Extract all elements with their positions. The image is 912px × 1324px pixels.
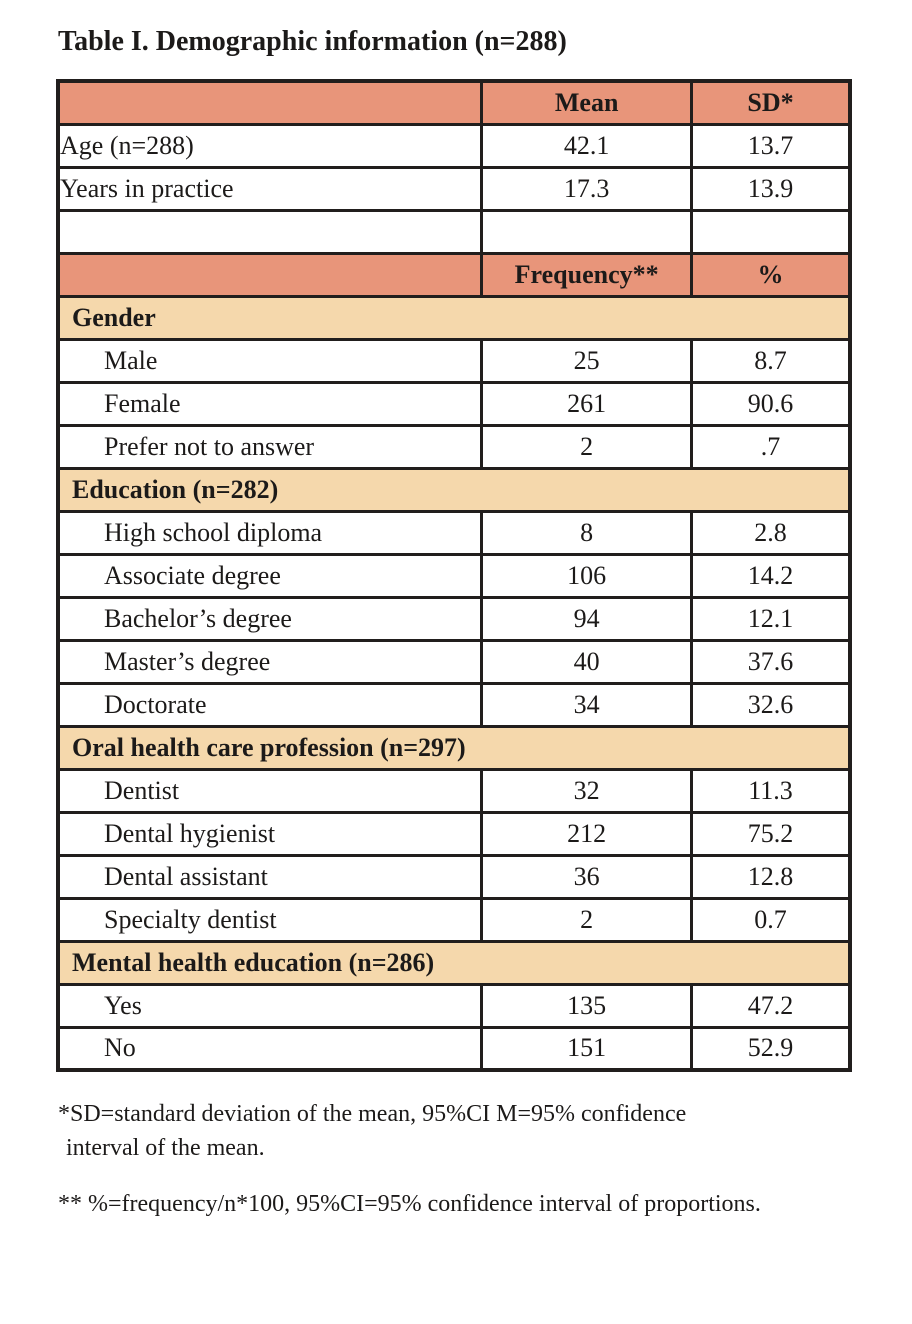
table-row: Associate degree 106 14.2 [56, 552, 852, 599]
cell-percent: 11.3 [690, 767, 852, 814]
cell-sd: 13.9 [690, 165, 852, 212]
table-title: Table I. Demographic information (n=288) [58, 26, 567, 57]
table-row: Yes 135 47.2 [56, 982, 852, 1029]
cell-percent: 14.2 [690, 552, 852, 599]
cell-percent: .7 [690, 423, 852, 470]
cell-sd: 13.7 [690, 122, 852, 169]
table-row: Bachelor’s degree 94 12.1 [56, 595, 852, 642]
demographic-table: Mean SD* Age (n=288) 42.1 13.7 Years in … [56, 79, 852, 1072]
row-label: Specialty dentist [56, 896, 484, 943]
cell-percent: 12.8 [690, 853, 852, 900]
cell-frequency: 34 [480, 681, 694, 728]
cell-percent: 32.6 [690, 681, 852, 728]
row-label: Dental assistant [56, 853, 484, 900]
cell-frequency: 25 [480, 337, 694, 384]
section-header-education: Education (n=282) [56, 466, 852, 513]
cell-frequency: 2 [480, 896, 694, 943]
section-title: Gender [56, 294, 852, 341]
cell-frequency: 135 [480, 982, 694, 1029]
empty-cell [480, 208, 694, 255]
row-label: Age (n=288) [56, 122, 484, 169]
row-label: Dental hygienist [56, 810, 484, 857]
cell-percent: 2.8 [690, 509, 852, 556]
cell-frequency: 32 [480, 767, 694, 814]
table-row: Female 261 90.6 [56, 380, 852, 427]
cell-frequency: 8 [480, 509, 694, 556]
table-row: No 151 52.9 [56, 1025, 852, 1072]
table-row: Master’s degree 40 37.6 [56, 638, 852, 685]
footnote-sd-line1: *SD=standard deviation of the mean, 95%C… [58, 1101, 687, 1127]
cell-mean: 42.1 [480, 122, 694, 169]
row-label: Yes [56, 982, 484, 1029]
column-header-frequency: Frequency** [480, 251, 694, 298]
empty-header-cell [56, 79, 484, 126]
cell-frequency: 106 [480, 552, 694, 599]
table-row: Male 25 8.7 [56, 337, 852, 384]
cell-frequency: 40 [480, 638, 694, 685]
cell-percent: 75.2 [690, 810, 852, 857]
row-label: Bachelor’s degree [56, 595, 484, 642]
cell-mean: 17.3 [480, 165, 694, 212]
table-row: Years in practice 17.3 13.9 [56, 165, 852, 212]
section-header-profession: Oral health care profession (n=297) [56, 724, 852, 771]
table-header-mean-sd: Mean SD* [56, 79, 852, 126]
cell-percent: 37.6 [690, 638, 852, 685]
cell-percent: 0.7 [690, 896, 852, 943]
footnote-frequency-text: ** %=frequency/n*100, 95%CI=95% confiden… [58, 1191, 761, 1218]
column-header-mean: Mean [480, 79, 694, 126]
cell-frequency: 212 [480, 810, 694, 857]
section-header-gender: Gender [56, 294, 852, 341]
section-header-mental-health: Mental health education (n=286) [56, 939, 852, 986]
table-row: Specialty dentist 2 0.7 [56, 896, 852, 943]
section-title: Oral health care profession (n=297) [56, 724, 852, 771]
cell-frequency: 94 [480, 595, 694, 642]
empty-header-cell [56, 251, 484, 298]
table-row: Dentist 32 11.3 [56, 767, 852, 814]
spacer-row [56, 208, 852, 255]
row-label: High school diploma [56, 509, 484, 556]
row-label: Dentist [56, 767, 484, 814]
cell-percent: 8.7 [690, 337, 852, 384]
page: Table I. Demographic information (n=288)… [56, 26, 912, 1221]
table-row: Doctorate 34 32.6 [56, 681, 852, 728]
cell-frequency: 36 [480, 853, 694, 900]
cell-frequency: 151 [480, 1025, 694, 1072]
cell-percent: 52.9 [690, 1025, 852, 1072]
row-label: Doctorate [56, 681, 484, 728]
cell-percent: 47.2 [690, 982, 852, 1029]
table-row: High school diploma 8 2.8 [56, 509, 852, 556]
column-header-percent: % [690, 251, 852, 298]
row-label: Male [56, 337, 484, 384]
section-title: Mental health education (n=286) [56, 939, 852, 986]
empty-cell [690, 208, 852, 255]
table-header-frequency-percent: Frequency** % [56, 251, 852, 298]
section-title: Education (n=282) [56, 466, 852, 513]
row-label: Prefer not to answer [56, 423, 484, 470]
row-label: Female [56, 380, 484, 427]
empty-cell [56, 208, 484, 255]
footnote-sd: *SD=standard deviation of the mean, 95%C… [58, 1097, 912, 1165]
footnote-sd-line2: interval of the mean. [66, 1135, 265, 1162]
row-label: No [56, 1025, 484, 1072]
row-label: Master’s degree [56, 638, 484, 685]
footnote-frequency: ** %=frequency/n*100, 95%CI=95% confiden… [58, 1187, 912, 1221]
table-row: Dental hygienist 212 75.2 [56, 810, 852, 857]
table-row: Prefer not to answer 2 .7 [56, 423, 852, 470]
column-header-sd: SD* [690, 79, 852, 126]
table-row: Age (n=288) 42.1 13.7 [56, 122, 852, 169]
footnotes: *SD=standard deviation of the mean, 95%C… [58, 1097, 912, 1221]
row-label: Associate degree [56, 552, 484, 599]
table-row: Dental assistant 36 12.8 [56, 853, 852, 900]
cell-frequency: 2 [480, 423, 694, 470]
cell-frequency: 261 [480, 380, 694, 427]
cell-percent: 90.6 [690, 380, 852, 427]
row-label: Years in practice [56, 165, 484, 212]
cell-percent: 12.1 [690, 595, 852, 642]
